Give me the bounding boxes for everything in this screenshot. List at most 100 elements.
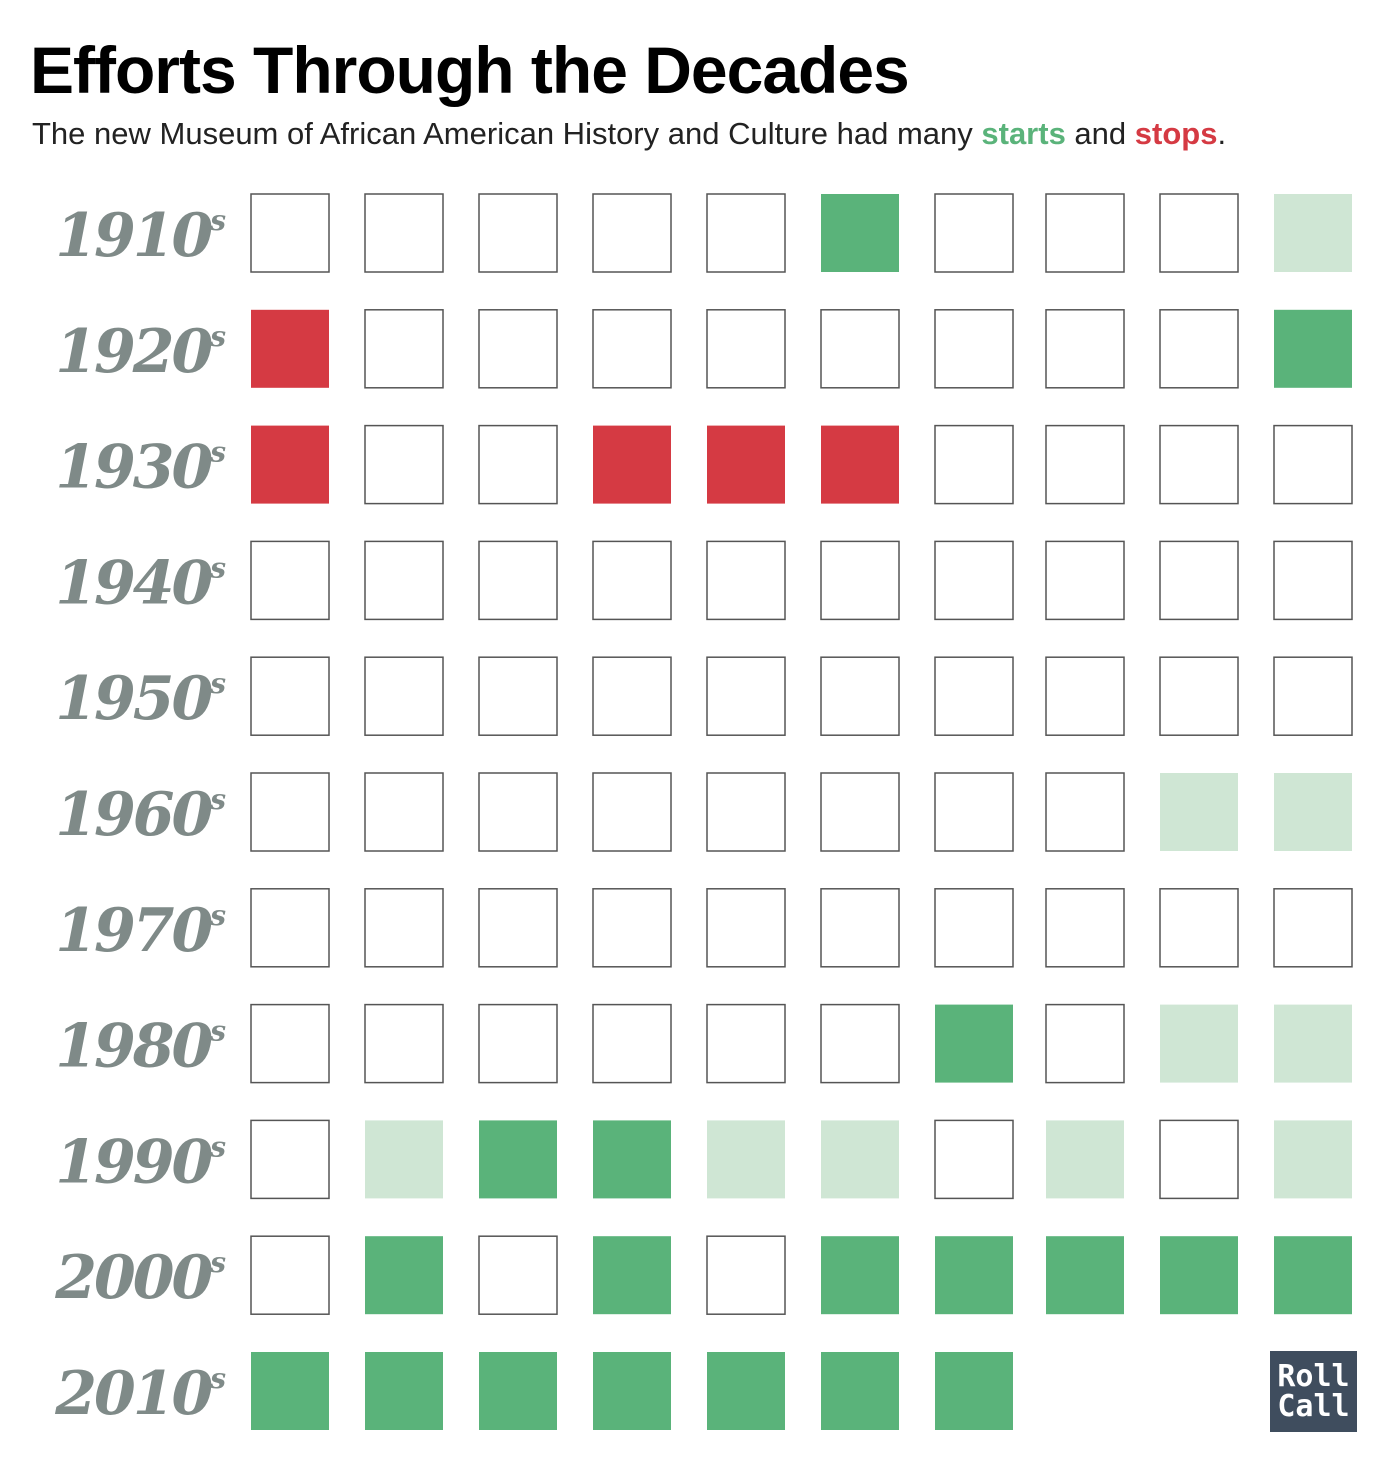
cell-1980-8-start_light [1160,1004,1238,1083]
cell-1960-1-empty [364,772,444,852]
cell-1910-6-empty [934,193,1014,273]
cell-2010-6-start [935,1352,1013,1430]
cell-1950-4-empty [706,656,786,736]
cell-1990-8-empty [1159,1119,1239,1200]
cell-1950-5-empty [820,656,900,736]
cell-2010-1-start [365,1352,443,1430]
chart-title: Efforts Through the Decades [30,33,910,107]
cell-1980-6-start [935,1004,1013,1083]
cell-1950-3-empty [592,656,672,736]
cell-1920-4-empty [706,309,786,389]
cell-1960-4-empty [706,772,786,852]
cell-1910-0-empty [250,193,330,273]
cell-1990-4-start_light [707,1120,785,1199]
cell-1910-2-empty [478,193,558,273]
cell-1960-8-start_light [1160,773,1238,851]
cell-1980-3-empty [592,1003,672,1084]
cell-1960-3-empty [592,772,672,852]
cell-1980-1-empty [364,1003,444,1084]
cell-1980-0-empty [250,1003,330,1084]
cell-1940-6-empty [934,540,1014,621]
cell-2000-7-start [1046,1236,1124,1315]
cell-1980-5-empty [820,1003,900,1084]
cell-2010-0-start [251,1352,329,1430]
cell-1910-4-empty [706,193,786,273]
cell-1970-1-empty [364,888,444,968]
cell-1940-1-empty [364,540,444,621]
decade-label-1930: 1930s [55,433,226,503]
cell-1920-6-empty [934,309,1014,389]
cell-2000-6-start [935,1236,1013,1315]
cell-1960-5-empty [820,772,900,852]
decade-label-1980: 1980s [55,1012,226,1082]
cell-1950-0-empty [250,656,330,736]
subtitle-starts-keyword: starts [981,116,1066,151]
cell-1970-9-empty [1273,888,1353,968]
cell-1940-9-empty [1273,540,1353,621]
cell-1930-0-stop [251,425,329,504]
cell-1990-3-start [593,1120,671,1199]
cell-1930-7-empty [1045,424,1125,505]
cell-1940-3-empty [592,540,672,621]
cell-1920-9-start [1274,309,1352,388]
cell-1910-9-start_light [1274,194,1352,272]
cell-1910-8-empty [1159,193,1239,273]
cell-2010-3-start [593,1352,671,1430]
cell-1970-3-empty [592,888,672,968]
cell-1910-5-start [821,194,899,272]
chart-subtitle: The new Museum of African American Histo… [32,114,1226,154]
cell-1950-6-empty [934,656,1014,736]
decade-label-1970: 1970s [55,896,226,966]
cell-1970-2-empty [478,888,558,968]
roll-call-logo: Roll Call [1270,1351,1357,1432]
subtitle-middle: and [1065,116,1135,151]
decade-label-1950: 1950s [55,664,226,734]
cell-1980-2-empty [478,1003,558,1084]
cell-1970-4-empty [706,888,786,968]
cell-1940-2-empty [478,540,558,621]
cell-2000-0-empty [250,1235,330,1315]
cell-1910-3-empty [592,193,672,273]
cell-1950-8-empty [1159,656,1239,736]
cell-2000-4-empty [706,1235,786,1315]
cell-2000-9-start [1274,1236,1352,1315]
cell-1950-9-empty [1273,656,1353,736]
cell-1980-4-empty [706,1003,786,1084]
decade-label-1920: 1920s [55,317,226,387]
cell-2010-2-start [479,1352,557,1430]
cell-1960-2-empty [478,772,558,852]
cell-1940-5-empty [820,540,900,621]
cell-1920-5-empty [820,309,900,389]
cell-1990-0-empty [250,1119,330,1200]
cell-1930-9-empty [1273,424,1353,505]
cell-1940-8-empty [1159,540,1239,621]
cell-2000-2-empty [478,1235,558,1315]
cell-1940-4-empty [706,540,786,621]
cell-1930-6-empty [934,424,1014,505]
cell-1910-7-empty [1045,193,1125,273]
cell-1970-6-empty [934,888,1014,968]
cell-1970-5-empty [820,888,900,968]
cell-1930-5-stop [821,425,899,504]
cell-1960-7-empty [1045,772,1125,852]
cell-1980-9-start_light [1274,1004,1352,1083]
cell-1940-7-empty [1045,540,1125,621]
cell-2000-5-start [821,1236,899,1315]
cell-2010-5-start [821,1352,899,1430]
cell-1950-7-empty [1045,656,1125,736]
subtitle-suffix: . [1217,116,1227,151]
cell-1990-9-start_light [1274,1120,1352,1199]
cell-1990-5-start_light [821,1120,899,1199]
subtitle-prefix: The new Museum of African American Histo… [32,116,982,151]
cell-1960-6-empty [934,772,1014,852]
cell-1990-7-start_light [1046,1120,1124,1199]
cell-1920-2-empty [478,309,558,389]
decade-label-2010: 2010s [54,1359,226,1429]
decade-label-2000: 2000s [54,1243,226,1313]
logo-line-1: Roll [1277,1358,1350,1394]
cell-1920-3-empty [592,309,672,389]
cell-1950-2-empty [478,656,558,736]
cell-1990-1-start_light [365,1120,443,1199]
cell-1930-8-empty [1159,424,1239,505]
